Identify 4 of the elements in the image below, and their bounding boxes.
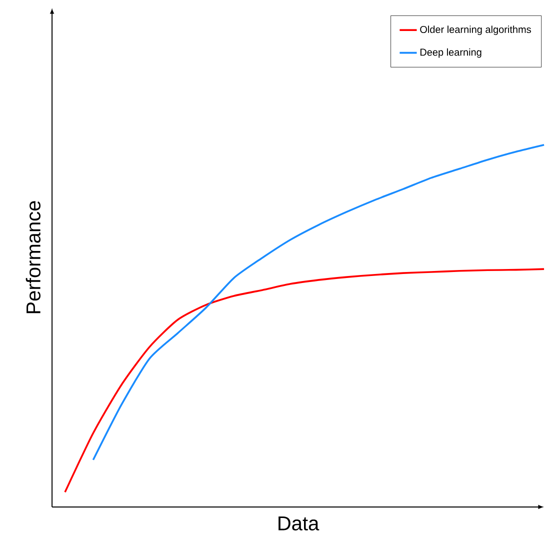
x-axis-title: Data xyxy=(278,516,320,530)
legend-label: Deep learning xyxy=(420,48,482,58)
legend-label: Older learning algorithms xyxy=(420,26,531,35)
y-axis-title: Performance xyxy=(26,201,41,314)
